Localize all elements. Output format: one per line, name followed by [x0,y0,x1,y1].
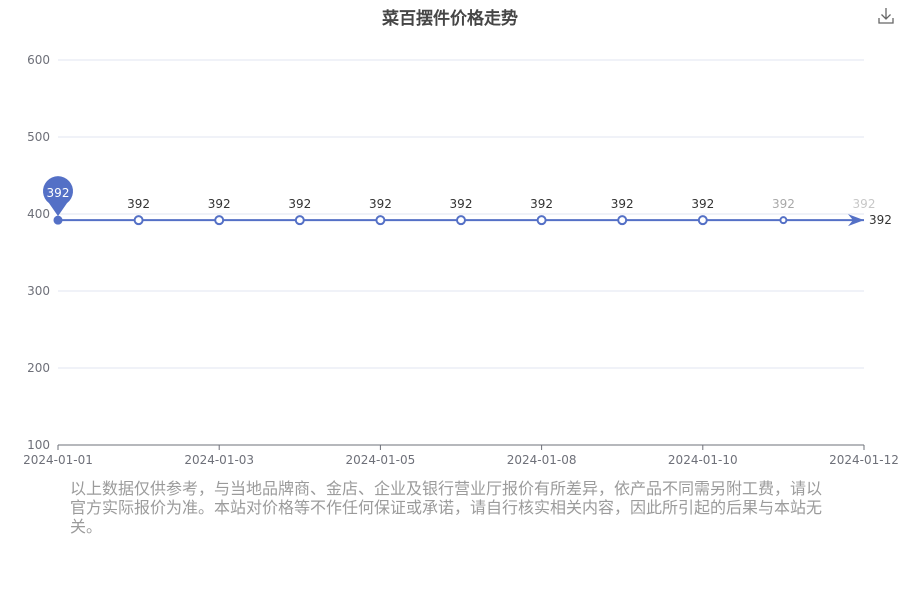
data-label: 392 [288,197,311,211]
data-point [294,215,305,226]
x-tick-label: 2024-01-08 [507,453,577,467]
data-point [375,215,386,226]
y-tick-label: 600 [27,53,50,67]
data-label: 392 [853,197,876,211]
series-end-label: 392 [869,213,892,227]
data-label: 392 [208,197,231,211]
data-label: 392 [530,197,553,211]
data-label: 392 [369,197,392,211]
chart-title: 菜百摆件价格走势 [382,9,518,29]
data-point [53,215,63,225]
y-axis: 100 200 300 400 500 600 [27,53,50,452]
data-label: 392 [691,197,714,211]
y-tick-label: 400 [27,207,50,221]
download-button[interactable] [876,6,896,26]
grid-lines [58,59,864,369]
x-axis: 2024-01-01 2024-01-03 2024-01-05 2024-01-08… [23,444,899,467]
data-label: 392 [772,197,795,211]
x-tick-label: 2024-01-10 [668,453,738,467]
data-label: 392 [611,197,634,211]
data-point [617,215,628,226]
disclaimer-text: 以上数据仅供参考，与当地品牌商、金店、企业及银行营业厅报价有所差异，依产品不同需… [70,479,823,536]
data-label: 392 [127,197,150,211]
y-tick-label: 500 [27,130,50,144]
x-tick-label: 2024-01-05 [346,453,416,467]
x-tick-label: 2024-01-12 [829,453,899,467]
data-point [214,215,225,226]
y-tick-label: 300 [27,284,50,298]
max-pin-marker [43,176,73,217]
max-pin-label: 392 [47,186,70,200]
data-label: 392 [450,197,473,211]
data-point [697,215,708,226]
data-point [133,215,144,226]
data-point [536,215,547,226]
y-tick-label: 200 [27,361,50,375]
download-icon [878,8,894,24]
data-point [456,215,466,226]
markers: 392 392 [43,176,892,227]
data-point [779,216,788,225]
y-tick-label: 100 [27,438,50,452]
x-tick-label: 2024-01-01 [23,453,93,467]
x-tick-label: 2024-01-03 [184,453,254,467]
data-labels: 392 392 392 392 392 392 392 392 392 392 [127,197,875,211]
price-series [53,215,864,226]
series-end-arrow [848,214,864,227]
